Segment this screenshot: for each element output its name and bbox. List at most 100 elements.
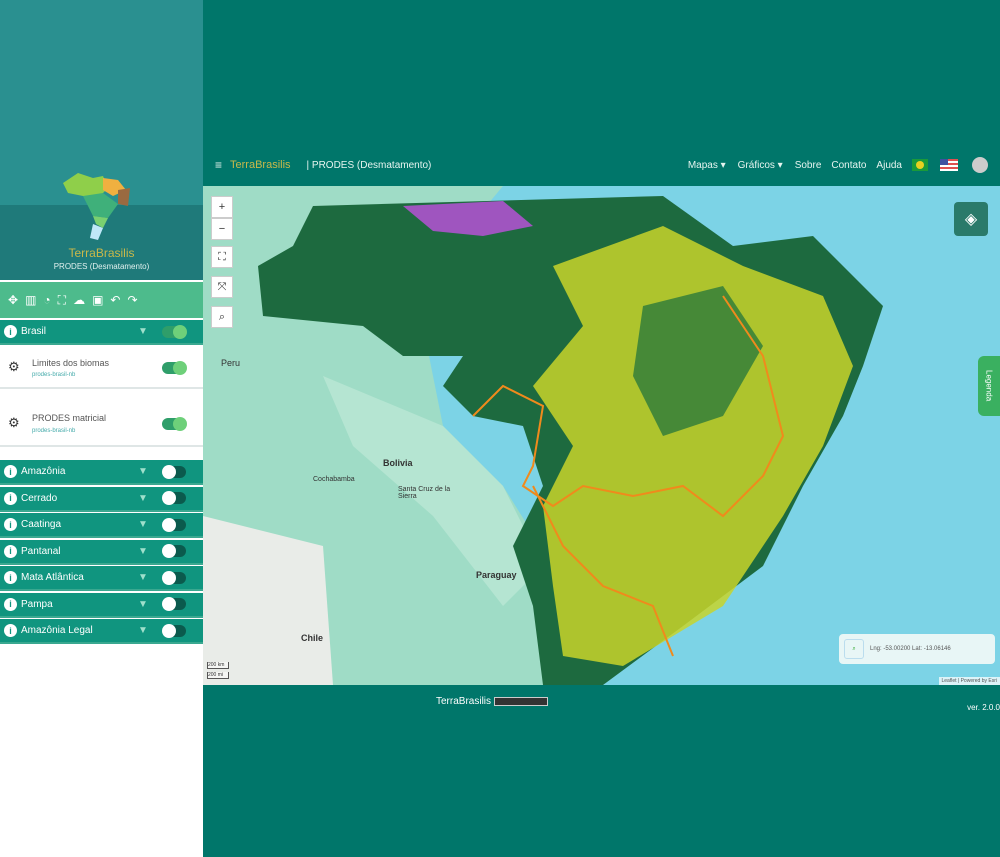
scale-bar: 200 km <box>207 662 229 669</box>
info-icon[interactable]: i <box>4 465 17 478</box>
coords-text: Lng: -53.00200 Lat: -13.06146 <box>870 646 951 652</box>
crosshair-icon[interactable]: ✥ <box>8 293 19 307</box>
layers-icon: ◈ <box>964 211 978 228</box>
brazil-flag-icon[interactable] <box>912 159 928 171</box>
user-avatar-icon[interactable] <box>972 157 988 173</box>
cloud-upload-icon[interactable]: ☁ <box>73 293 86 307</box>
biome-row[interactable]: i Caatinga ▼ <box>0 513 203 538</box>
biome-label: Amazônia <box>21 466 66 477</box>
info-icon[interactable]: i <box>4 624 17 637</box>
sidebar: TerraBrasilis PRODES (Desmatamento) ✥ ▥ … <box>0 0 203 857</box>
document-icon[interactable]: ▣ <box>92 293 104 307</box>
fit-extent-button[interactable]: ⤧ <box>211 276 233 298</box>
toolbar: ✥ ▥ ◔ ⛶ ☁ ▣ ↶ ↷ <box>0 282 203 318</box>
map-canvas[interactable] <box>203 186 1000 685</box>
layer-item: ⚙ Limites dos biomas prodes-brasil-nb <box>0 347 203 389</box>
nav-item-ajuda[interactable]: Ajuda <box>876 159 902 171</box>
biome-label: Cerrado <box>21 492 58 504</box>
biome-row[interactable]: i Pantanal ▼ <box>0 539 203 565</box>
layer-source[interactable]: prodes-brasil-nb <box>32 372 76 378</box>
filter-icon[interactable]: ▼ <box>138 572 148 583</box>
nav-item-sobre[interactable]: Sobre <box>794 159 822 171</box>
map-label: Bolivia <box>383 458 413 468</box>
filter-icon[interactable]: ▼ <box>138 492 148 504</box>
biome-label: Pantanal <box>21 545 61 557</box>
fullscreen-button[interactable]: ⛶ <box>211 246 233 268</box>
group-toggle[interactable] <box>162 324 187 339</box>
search-icon[interactable]: ⌕ <box>844 639 864 659</box>
legend-tab[interactable]: Legenda <box>978 356 1000 416</box>
biome-label: Caatinga <box>21 519 62 530</box>
biome-label: Mata Atlântica <box>21 572 84 583</box>
biome-row[interactable]: i Mata Atlântica ▼ <box>0 566 203 591</box>
cc-license-badge[interactable] <box>493 696 548 706</box>
brazil-logo <box>63 173 130 240</box>
filter-icon[interactable]: ▼ <box>138 466 148 477</box>
nav-item-graficos[interactable]: Gráficos ▾ <box>737 159 783 171</box>
biome-label: Pampa <box>21 598 53 610</box>
gear-icon[interactable]: ⚙ <box>8 359 20 374</box>
zoom-in-button[interactable]: + <box>211 196 233 218</box>
info-icon[interactable]: i <box>4 597 17 611</box>
map-attribution[interactable]: Leaflet | Powered by Esri <box>938 677 1000 685</box>
brand-title: TerraBrasilis <box>68 246 135 260</box>
nav-item-mapas[interactable]: Mapas ▾ <box>687 159 726 171</box>
footer-brand: TerraBrasilis <box>436 696 548 707</box>
undo-icon[interactable]: ↶ <box>110 293 121 307</box>
group-brasil[interactable]: i Brasil ▼ <box>0 320 203 345</box>
layer-name: Limites dos biomas <box>32 358 110 368</box>
filter-icon[interactable]: ▼ <box>138 545 148 557</box>
filter-icon[interactable]: ▼ <box>138 625 148 636</box>
menu-icon[interactable]: ≡ <box>215 158 223 172</box>
info-icon[interactable]: i <box>4 325 17 338</box>
layer-toggle[interactable] <box>162 417 187 431</box>
biome-toggle[interactable] <box>162 517 186 532</box>
biome-row[interactable]: i Pampa ▼ <box>0 592 203 618</box>
scale-bar: 200 mi <box>207 672 229 679</box>
map-label: Santa Cruz de la Sierra <box>398 486 451 500</box>
biome-toggle[interactable] <box>162 570 186 585</box>
top-navbar: ≡ TerraBrasilis | PRODES (Desmatamento) … <box>203 145 1000 185</box>
biome-row[interactable]: i Amazônia Legal ▼ <box>0 619 203 644</box>
redo-icon[interactable]: ↷ <box>127 293 138 307</box>
version-text: ver. 2.0.0 <box>967 703 1000 712</box>
group-label: Brasil <box>21 326 47 337</box>
biome-toggle[interactable] <box>162 491 186 505</box>
layer-name: PRODES matricial <box>32 413 107 423</box>
nav-brand[interactable]: TerraBrasilis <box>230 159 291 171</box>
nav-module: | PRODES (Desmatamento) <box>306 159 432 171</box>
map[interactable]: + − ⛶ ⤧ ⌕ ◈ Legenda Peru Bolivia Cochaba… <box>203 186 1000 685</box>
biome-row[interactable]: i Amazônia ▼ <box>0 460 203 485</box>
biome-toggle[interactable] <box>162 544 186 558</box>
biome-label: Amazônia Legal <box>21 625 93 636</box>
gear-icon[interactable]: ⚙ <box>8 415 20 430</box>
coordinates-readout: ⌕ Lng: -53.00200 Lat: -13.06146 <box>839 634 995 664</box>
zoom-box-button[interactable]: ⌕ <box>211 306 233 328</box>
nav-item-contato[interactable]: Contato <box>831 159 867 171</box>
info-icon[interactable]: i <box>4 544 17 558</box>
filter-icon[interactable]: ▼ <box>138 598 148 610</box>
map-label: Chile <box>301 633 324 643</box>
biome-row[interactable]: i Cerrado ▼ <box>0 486 203 512</box>
biome-toggle[interactable] <box>162 464 186 479</box>
map-label: Paraguay <box>476 570 517 580</box>
map-label: Peru <box>221 358 241 368</box>
info-icon[interactable]: i <box>4 491 17 505</box>
biome-toggle[interactable] <box>162 597 186 611</box>
zoom-out-button[interactable]: − <box>211 218 233 240</box>
filter-icon[interactable]: ▼ <box>138 326 148 337</box>
usa-flag-icon[interactable] <box>940 159 958 171</box>
filter-icon[interactable]: ▼ <box>138 519 148 530</box>
layer-source[interactable]: prodes-brasil-nb <box>32 428 76 434</box>
layers-button[interactable]: ◈ <box>954 202 988 236</box>
fullscreen-icon[interactable]: ⛶ <box>57 292 67 307</box>
info-icon[interactable]: i <box>4 571 17 584</box>
info-icon[interactable]: i <box>4 518 17 531</box>
brand-subtitle: PRODES (Desmatamento) <box>53 262 150 271</box>
biome-toggle[interactable] <box>162 623 186 638</box>
layer-item: ⚙ PRODES matricial prodes-brasil-nb <box>0 391 203 447</box>
map-label: Cochabamba <box>313 476 355 483</box>
layer-toggle[interactable] <box>162 361 187 375</box>
book-icon[interactable]: ▥ <box>25 293 37 307</box>
history-icon[interactable]: ◔ <box>43 293 51 307</box>
